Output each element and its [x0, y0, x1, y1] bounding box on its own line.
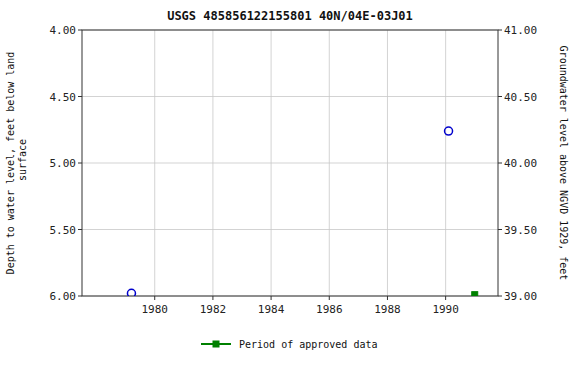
- grid: [82, 30, 498, 296]
- y-tick: [78, 229, 82, 230]
- y2-tick-label: 40.50: [504, 91, 537, 104]
- x-tick-label: 1988: [374, 303, 401, 316]
- legend-marker: [213, 341, 219, 347]
- y-tick-label: 6.00: [50, 290, 77, 303]
- grid-line-y: [82, 96, 498, 97]
- grid-line-y: [82, 163, 498, 164]
- x-tick: [387, 296, 388, 300]
- y-axis-label-line: surface: [17, 139, 28, 187]
- y-axis-label: Depth to water level, feet below land su…: [5, 52, 28, 275]
- y-tick: [78, 96, 82, 97]
- y2-tick: [498, 163, 502, 164]
- legend-label: Period of approved data: [239, 339, 377, 350]
- y2-tick-label: 39.00: [504, 290, 537, 303]
- x-tick: [445, 296, 446, 300]
- x-tick-label: 1984: [258, 303, 285, 316]
- chart: 1980 1982 1984 1986 1988 1990 4.00 4.50 5.00 5.50…: [0, 0, 576, 384]
- y-axis-label-line: Depth to water level, feet below land: [5, 52, 16, 275]
- point: [445, 127, 453, 135]
- x-tick-label: 1986: [316, 303, 343, 316]
- y2-tick-label: 39.50: [504, 224, 537, 237]
- background: [0, 0, 576, 384]
- y-tick-label: 5.50: [50, 224, 77, 237]
- title: USGS 485856122155801 40N/04E-03J01: [167, 9, 413, 23]
- y2-tick: [498, 30, 502, 31]
- y-tick-label: 4.00: [50, 24, 77, 37]
- x-tick-label: 1980: [141, 303, 168, 316]
- x-tick-label: 1982: [200, 303, 227, 316]
- y2-tick: [498, 296, 502, 297]
- plot-frame: [82, 30, 498, 296]
- x-tick: [271, 296, 272, 300]
- grid-line-y: [82, 229, 498, 230]
- y-tick: [78, 296, 82, 297]
- y-tick: [78, 30, 82, 31]
- point: [472, 292, 478, 296]
- y-tick-label: 4.50: [50, 91, 77, 104]
- y2-tick-label: 40.00: [504, 157, 537, 170]
- y2-tick: [498, 229, 502, 230]
- y-axis: 4.00 4.50 5.00 5.50 6.00: [50, 24, 83, 303]
- x-axis: 1980 1982 1984 1986 1988 1990: [141, 296, 458, 316]
- y2-axis: 41.00 40.50 40.00 39.50 39.00: [498, 24, 537, 303]
- y2-tick: [498, 96, 502, 97]
- point: [127, 289, 135, 296]
- y2-axis-label: Groundwater level above NGVD 1929, feet: [558, 46, 569, 281]
- points: [127, 127, 477, 296]
- y2-tick-label: 41.00: [504, 24, 537, 37]
- legend: Period of approved data: [201, 339, 377, 350]
- y-tick-label: 5.00: [50, 157, 77, 170]
- x-tick-label: 1990: [432, 303, 459, 316]
- x-tick: [329, 296, 330, 300]
- x-tick: [212, 296, 213, 300]
- x-tick: [154, 296, 155, 300]
- y-tick: [78, 163, 82, 164]
